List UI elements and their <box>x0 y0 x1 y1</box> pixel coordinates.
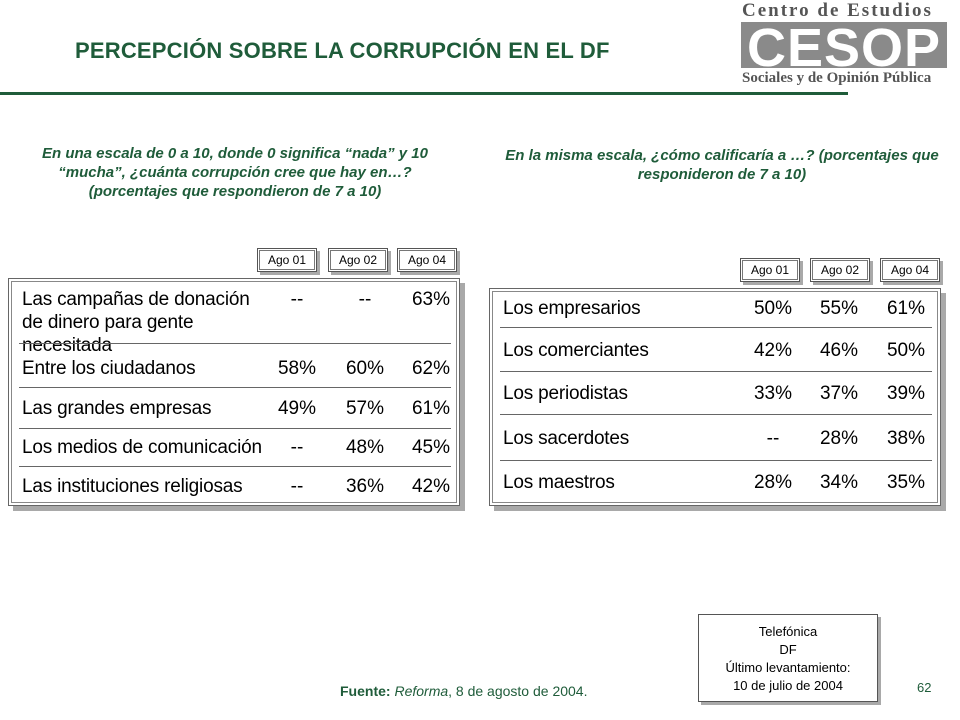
row-divider <box>500 371 932 372</box>
row-label: Las instituciones religiosas <box>22 476 243 497</box>
value-ago04: 39% <box>886 383 926 404</box>
left-col-ago01: Ago 01 <box>257 248 317 272</box>
value-ago02: 36% <box>345 476 385 497</box>
row-label: Los sacerdotes <box>503 428 630 449</box>
source-line: Fuente: Reforma, 8 de agosto de 2004. <box>340 683 587 699</box>
row-label: Los maestros <box>503 472 615 493</box>
value-ago02: 34% <box>819 472 859 493</box>
value-ago01: 58% <box>277 358 317 379</box>
table-row: Los empresarios 50% 55% 61% <box>500 297 932 321</box>
value-ago02: 37% <box>819 383 859 404</box>
row-divider <box>500 414 932 415</box>
value-ago04: 38% <box>886 428 926 449</box>
value-ago01: 33% <box>753 383 793 404</box>
row-divider <box>19 387 451 388</box>
value-ago01: 49% <box>277 398 317 419</box>
row-label: Los periodistas <box>503 383 628 404</box>
value-ago01: -- <box>290 476 304 497</box>
source-date: , 8 de agosto de 2004. <box>448 683 588 699</box>
left-col-ago02: Ago 02 <box>328 248 388 272</box>
value-ago02: 60% <box>345 358 385 379</box>
table-row: Entre los ciudadanos 58% 60% 62% <box>19 357 451 381</box>
survey-note: Telefónica DF Último levantamiento: 10 d… <box>698 614 878 702</box>
row-divider <box>500 327 932 328</box>
title-divider <box>0 92 848 95</box>
logo-mark-text: CESOP <box>746 18 942 78</box>
value-ago02: 57% <box>345 398 385 419</box>
source-label: Fuente: <box>340 683 391 699</box>
page-number: 62 <box>917 680 932 695</box>
note-line: DF <box>779 642 797 657</box>
right-question: En la misma escala, ¿cómo calificaría a … <box>505 147 939 183</box>
right-col-ago04: Ago 04 <box>880 258 940 282</box>
right-col-ago02: Ago 02 <box>810 258 870 282</box>
table-row: Los comerciantes 42% 46% 50% <box>500 339 932 363</box>
logo-top-text: Centro de Estudios <box>742 0 933 21</box>
table-row: Las grandes empresas 49% 57% 61% <box>19 397 451 421</box>
row-label: Entre los ciudadanos <box>22 358 196 379</box>
left-question: En una escala de 0 a 10, donde 0 signifi… <box>42 145 428 200</box>
right-col-ago01: Ago 01 <box>740 258 800 282</box>
value-ago04: 63% <box>411 289 451 310</box>
row-divider <box>19 428 451 429</box>
page-title: PERCEPCIÓN SOBRE LA CORRUPCIÓN EN EL DF <box>75 38 610 63</box>
table-row: Las campañas de donación de dinero para … <box>19 285 451 356</box>
value-ago01: 28% <box>753 472 793 493</box>
source-publication: Reforma <box>394 683 449 699</box>
table-row: Los maestros 28% 34% 35% <box>500 471 932 495</box>
value-ago04: 61% <box>411 398 451 419</box>
cesop-logo: Centro de Estudios CESOP Sociales y de O… <box>738 0 960 96</box>
note-line: Telefónica <box>758 624 818 639</box>
value-ago02: -- <box>358 289 372 310</box>
left-table: Las campañas de donación de dinero para … <box>8 278 460 506</box>
value-ago04: 42% <box>411 476 451 497</box>
row-label: Las grandes empresas <box>22 398 212 419</box>
value-ago04: 62% <box>411 358 451 379</box>
value-ago02: 46% <box>819 340 859 361</box>
logo-bottom-text: Sociales y de Opinión Pública <box>742 70 932 86</box>
table-row: Los sacerdotes -- 28% 38% <box>500 427 932 451</box>
value-ago04: 45% <box>411 437 451 458</box>
value-ago02: 28% <box>819 428 859 449</box>
value-ago02: 55% <box>819 298 859 319</box>
value-ago04: 61% <box>886 298 926 319</box>
logo-mark: CESOP <box>741 18 947 78</box>
row-divider <box>19 343 451 344</box>
value-ago02: 48% <box>345 437 385 458</box>
value-ago04: 50% <box>886 340 926 361</box>
left-col-ago04: Ago 04 <box>397 248 457 272</box>
value-ago01: 42% <box>753 340 793 361</box>
value-ago01: 50% <box>753 298 793 319</box>
value-ago01: -- <box>766 428 780 449</box>
row-label: Los empresarios <box>503 298 641 319</box>
row-divider <box>500 460 932 461</box>
table-row: Los medios de comunicación -- 48% 45% <box>19 436 451 460</box>
row-label: Los medios de comunicación <box>22 437 262 458</box>
note-line: 10 de julio de 2004 <box>733 678 843 693</box>
value-ago01: -- <box>290 289 304 310</box>
table-row: Las instituciones religiosas -- 36% 42% <box>19 475 451 499</box>
value-ago01: -- <box>290 437 304 458</box>
right-table: Los empresarios 50% 55% 61% Los comercia… <box>489 288 941 506</box>
row-label: Las campañas de donación de dinero para … <box>22 289 250 356</box>
value-ago04: 35% <box>886 472 926 493</box>
row-label: Los comerciantes <box>503 340 649 361</box>
note-line: Último levantamiento: <box>725 660 851 675</box>
row-divider <box>19 466 451 467</box>
table-row: Los periodistas 33% 37% 39% <box>500 382 932 406</box>
